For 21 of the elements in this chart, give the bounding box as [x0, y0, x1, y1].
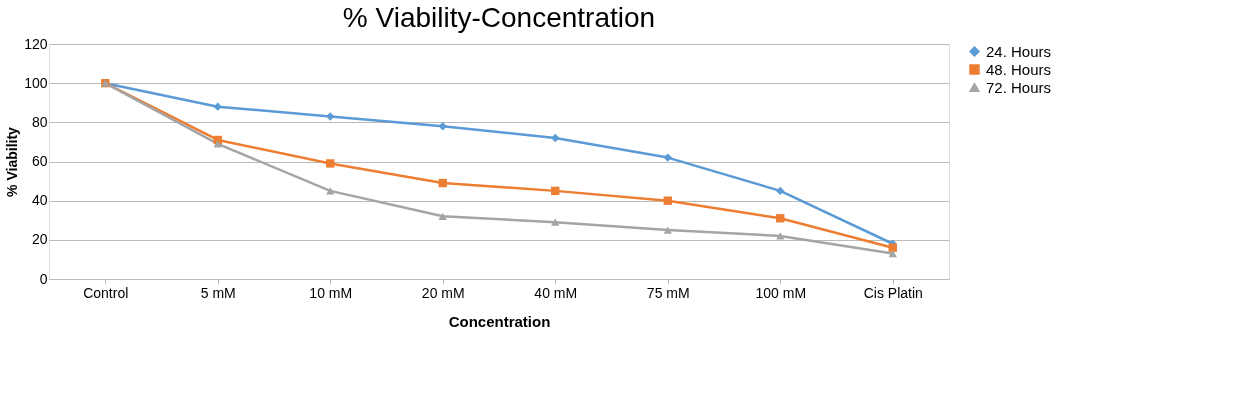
y-tick-label: 40	[31, 192, 48, 209]
x-tick-label: 100 mM	[755, 284, 807, 301]
y-tick-label: 20	[31, 231, 48, 248]
x-axis-title: Concentration	[448, 312, 551, 330]
x-tick-label: 75 mM	[646, 284, 690, 301]
x-tick-label: Cis Platin	[863, 284, 923, 301]
x-tick-label: 10 mM	[309, 284, 353, 301]
y-tick-label: 0	[39, 270, 48, 287]
legend-label: 24. Hours	[986, 42, 1052, 60]
x-tick-label: Control	[83, 284, 129, 301]
y-tick-label: 80	[31, 113, 48, 130]
x-tick-label: 40 mM	[534, 284, 578, 301]
y-tick-label: 100	[24, 74, 48, 91]
legend-label: 48. Hours	[986, 60, 1052, 78]
legend-label: 72. Hours	[986, 78, 1052, 96]
x-tick-label: 20 mM	[421, 284, 465, 301]
y-tick-label: 120	[24, 35, 48, 52]
chart-title: % Viability-Concentration	[342, 2, 656, 33]
x-tick-label: 5 mM	[200, 284, 236, 301]
y-axis-title: % Viability	[4, 126, 21, 197]
y-tick-label: 60	[31, 153, 48, 169]
